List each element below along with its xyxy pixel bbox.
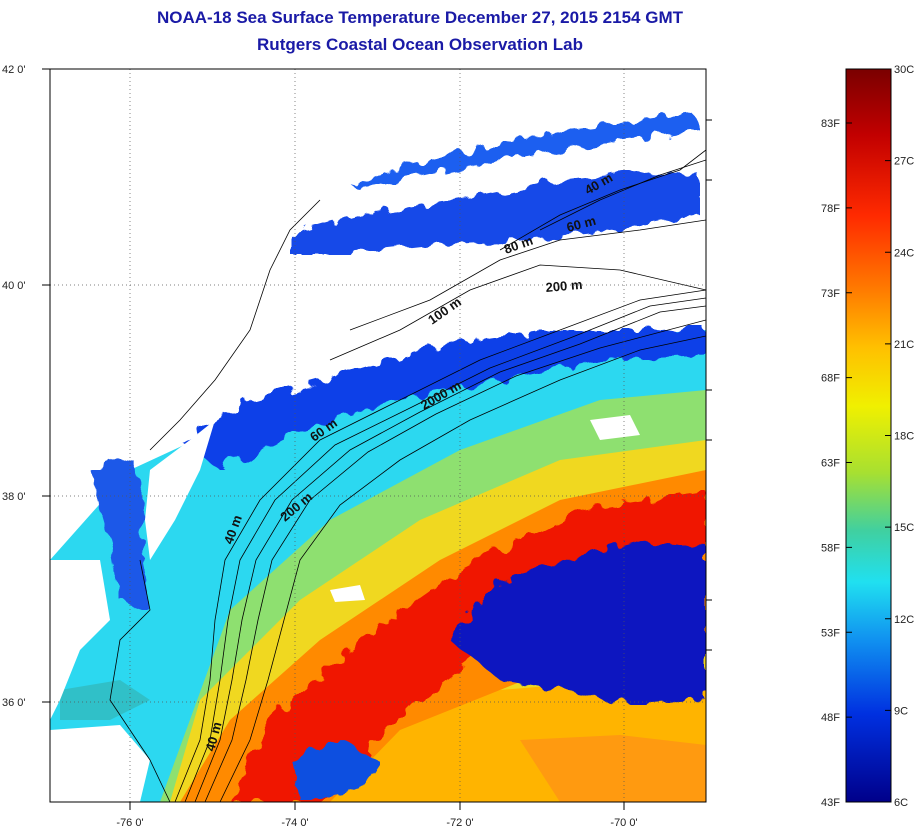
coastline [109, 199, 321, 802]
colorbar-ticks [846, 68, 891, 803]
colorbar [845, 68, 892, 803]
sst-north-blue-1 [180, 325, 706, 470]
lon-tick-label: -70 0' [610, 817, 637, 829]
isobath-lines [174, 149, 706, 802]
sst-north-blue-3 [330, 110, 700, 190]
sst-cold-patch [450, 540, 706, 705]
lon-tick-label: -72 0' [446, 817, 473, 829]
land-nc-lower [50, 725, 150, 802]
lat-tick-label: 42 0' [2, 64, 26, 76]
cloud-gap-1 [300, 240, 706, 350]
sst-north-blue-2 [290, 170, 700, 255]
colorbar-c-label: 9C [894, 705, 908, 717]
colorbar-c-label: 24C [894, 247, 914, 259]
land-northeast [50, 69, 706, 470]
map-title: NOAA-18 Sea Surface Temperature December… [157, 8, 683, 27]
lat-tick-label: 40 0' [2, 280, 26, 292]
colorbar-f-label: 43F [821, 797, 840, 809]
colorbar-f-label: 53F [821, 627, 840, 639]
frame-ticks [42, 68, 712, 810]
isobath-label: 40 m [202, 720, 224, 753]
colorbar-c-label: 12C [894, 614, 914, 626]
cloud-gap-2 [590, 415, 640, 440]
colorbar-f-label: 73F [821, 288, 840, 300]
colorbar-f-label: 68F [821, 373, 840, 385]
cloud-gap-3 [330, 585, 365, 602]
lon-tick-label: -74 0' [281, 817, 308, 829]
graticule [50, 69, 706, 802]
lon-tick-label: -76 0' [116, 817, 143, 829]
map-frame [49, 68, 707, 803]
colorbar-c-label: 6C [894, 797, 908, 809]
map-subtitle: Rutgers Coastal Ocean Observation Lab [257, 35, 583, 54]
isobath-label: 60 m [565, 213, 598, 235]
lat-tick-label: 36 0' [2, 697, 26, 709]
sst-cold-patch-2 [290, 740, 380, 800]
sst-sound [60, 680, 150, 720]
map-area: 40 m 60 m 80 m 200 m 100 m 2000 m 60 m 2… [50, 69, 706, 802]
sst-chesapeake [90, 455, 150, 610]
land-delmarva [145, 420, 215, 560]
colorbar-c-label: 15C [894, 522, 914, 534]
sst-south-orange-patch [520, 735, 706, 802]
colorbar-c-label: 21C [894, 339, 914, 351]
colorbar-f-label: 48F [821, 712, 840, 724]
colorbar-f-label: 83F [821, 118, 840, 130]
colorbar-labels: 83F 78F 73F 68F 63F 58F 53F 48F 43F 30C 27C 24C 21C 1… [821, 64, 914, 809]
colorbar-f-label: 63F [821, 458, 840, 470]
colorbar-f-label: 58F [821, 542, 840, 554]
land-virginia-nc [50, 560, 110, 720]
colorbar-f-label: 78F [821, 203, 840, 215]
colorbar-c-label: 18C [894, 431, 914, 443]
lat-tick-label: 38 0' [2, 491, 26, 503]
isobath-label: 200 m [545, 277, 583, 295]
colorbar-c-label: 30C [894, 64, 914, 76]
colorbar-c-label: 27C [894, 156, 914, 168]
